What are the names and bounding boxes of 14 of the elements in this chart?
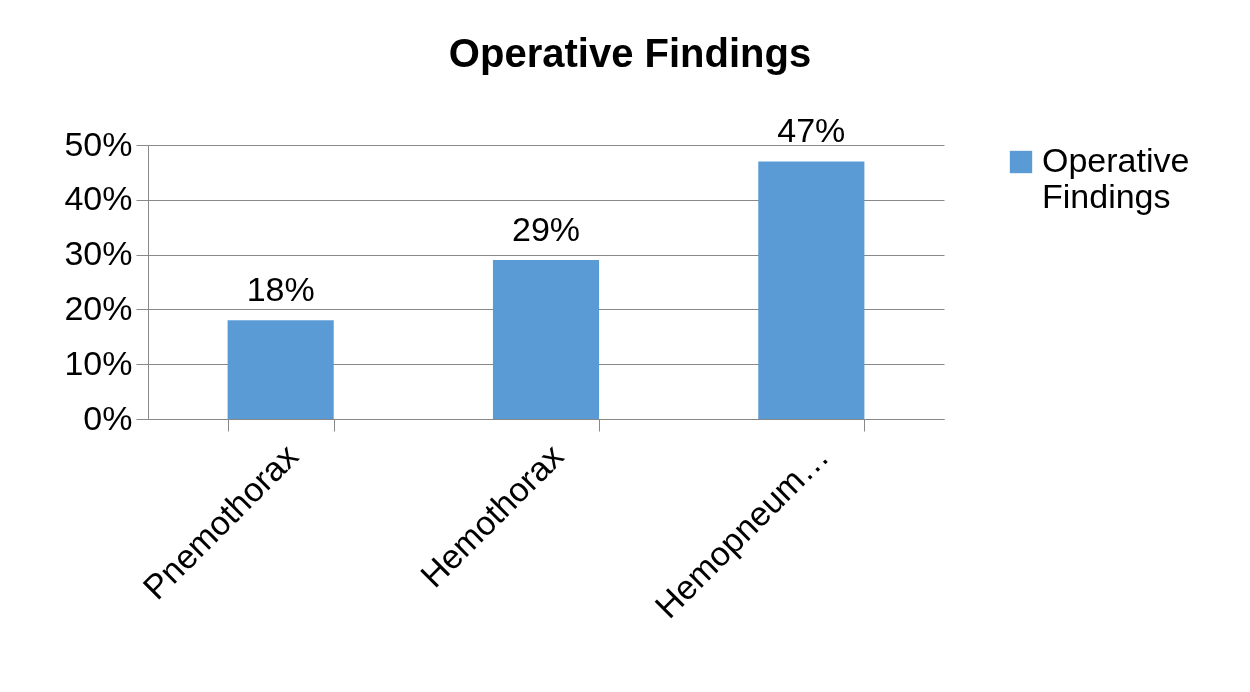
legend-label: Operative Findings [1042, 141, 1190, 215]
y-tick-label: 10% [64, 343, 133, 382]
text: 47% [777, 111, 846, 150]
chart-title: Operative Findings [448, 31, 812, 76]
y-tick-label: 20% [64, 288, 133, 327]
y-tick-label: 0% [83, 398, 133, 437]
bar [227, 320, 334, 419]
y-tick-label: 30% [64, 234, 133, 273]
text: 18% [246, 270, 315, 309]
y-tick-label: 50% [64, 124, 133, 163]
y-tick-label: 40% [64, 179, 133, 218]
bar [492, 260, 600, 419]
text: 29% [511, 210, 581, 249]
bar [758, 161, 865, 419]
